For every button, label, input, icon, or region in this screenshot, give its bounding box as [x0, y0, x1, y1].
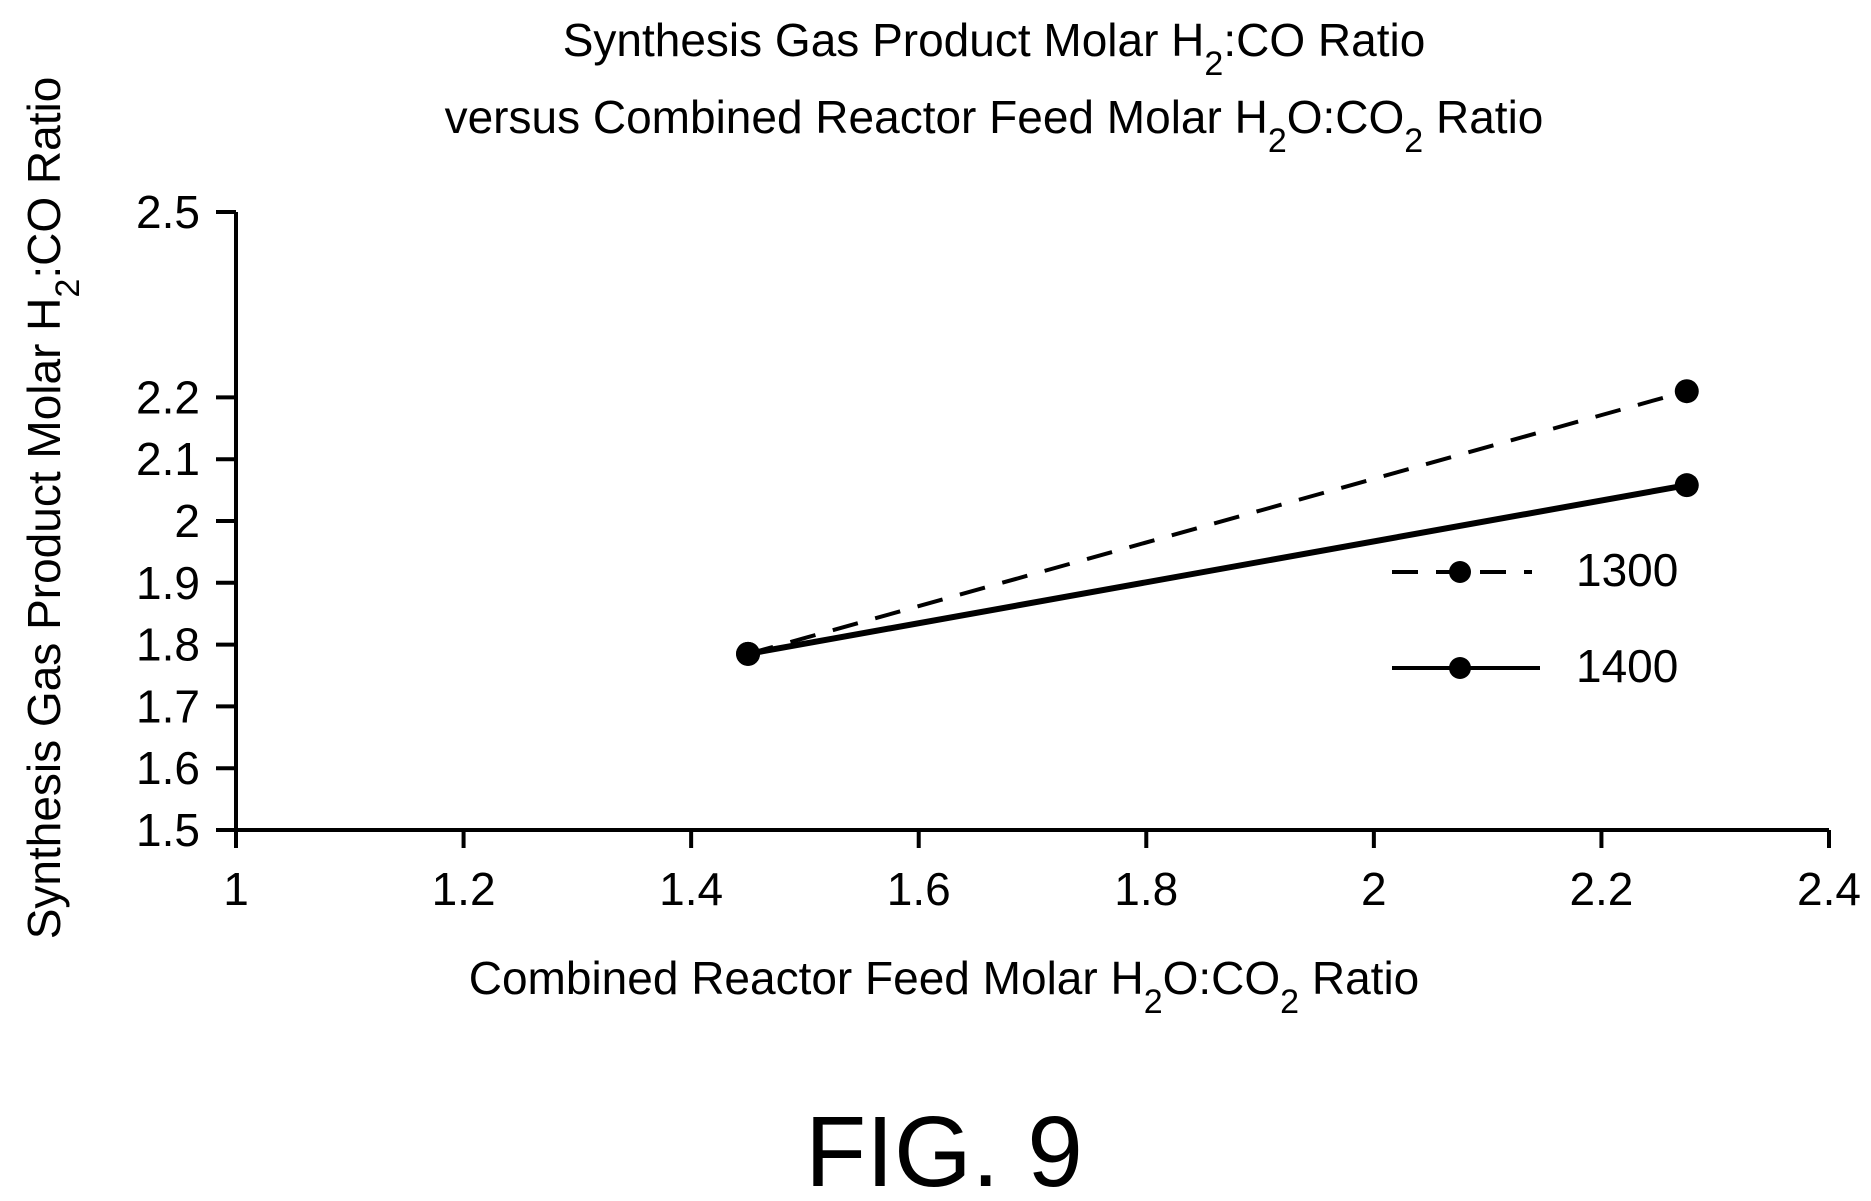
y-axis-label: Synthesis Gas Product Molar H2:CO Ratio	[18, 77, 87, 940]
data-point-1400	[1674, 473, 1699, 498]
figure-label: FIG. 9	[805, 1096, 1083, 1201]
legend-label-1400: 1400	[1576, 640, 1678, 692]
y-tick-label: 2.1	[136, 433, 200, 485]
x-tick-label: 2	[1361, 863, 1387, 915]
series-line-1300	[747, 389, 1688, 656]
legend-marker-1300	[1449, 561, 1471, 583]
legend-label-1300: 1300	[1576, 544, 1678, 596]
x-tick-label: 2.4	[1797, 863, 1861, 915]
data-point-1300	[1674, 379, 1699, 404]
chart-title-line-1: Synthesis Gas Product Molar H2:CO Ratio	[563, 14, 1426, 83]
x-tick-label: 1.6	[887, 863, 951, 915]
data-point-1400	[736, 641, 761, 666]
x-tick-label: 1.2	[432, 863, 496, 915]
y-tick-label: 2.5	[136, 186, 200, 238]
y-tick-label: 1.8	[136, 619, 200, 671]
series-line-1400	[747, 482, 1688, 657]
y-tick-label: 1.5	[136, 804, 200, 856]
axis-ticks: 1 1.2 1.4 1.6 1.8 2 2.2 2.4 1.5 1.6 1.7 1.8 1.9 2 2.1 2…	[136, 186, 1861, 915]
x-tick-label: 2.2	[1569, 863, 1633, 915]
plot-series	[736, 379, 1699, 666]
x-tick-label: 1	[223, 863, 249, 915]
x-tick-label: 1.4	[659, 863, 723, 915]
y-tick-label: 1.9	[136, 557, 200, 609]
x-tick-label: 1.8	[1114, 863, 1178, 915]
y-tick-label: 1.6	[136, 742, 200, 794]
legend: 1300 1400	[1392, 544, 1678, 692]
legend-marker-1400	[1449, 657, 1471, 679]
y-tick-label: 1.7	[136, 680, 200, 732]
y-tick-label: 2.2	[136, 371, 200, 423]
x-axis-label: Combined Reactor Feed Molar H2O:CO2 Rati…	[469, 952, 1420, 1021]
chart-title-line-2: versus Combined Reactor Feed Molar H2O:C…	[445, 91, 1544, 160]
y-tick-label: 2	[174, 495, 200, 547]
